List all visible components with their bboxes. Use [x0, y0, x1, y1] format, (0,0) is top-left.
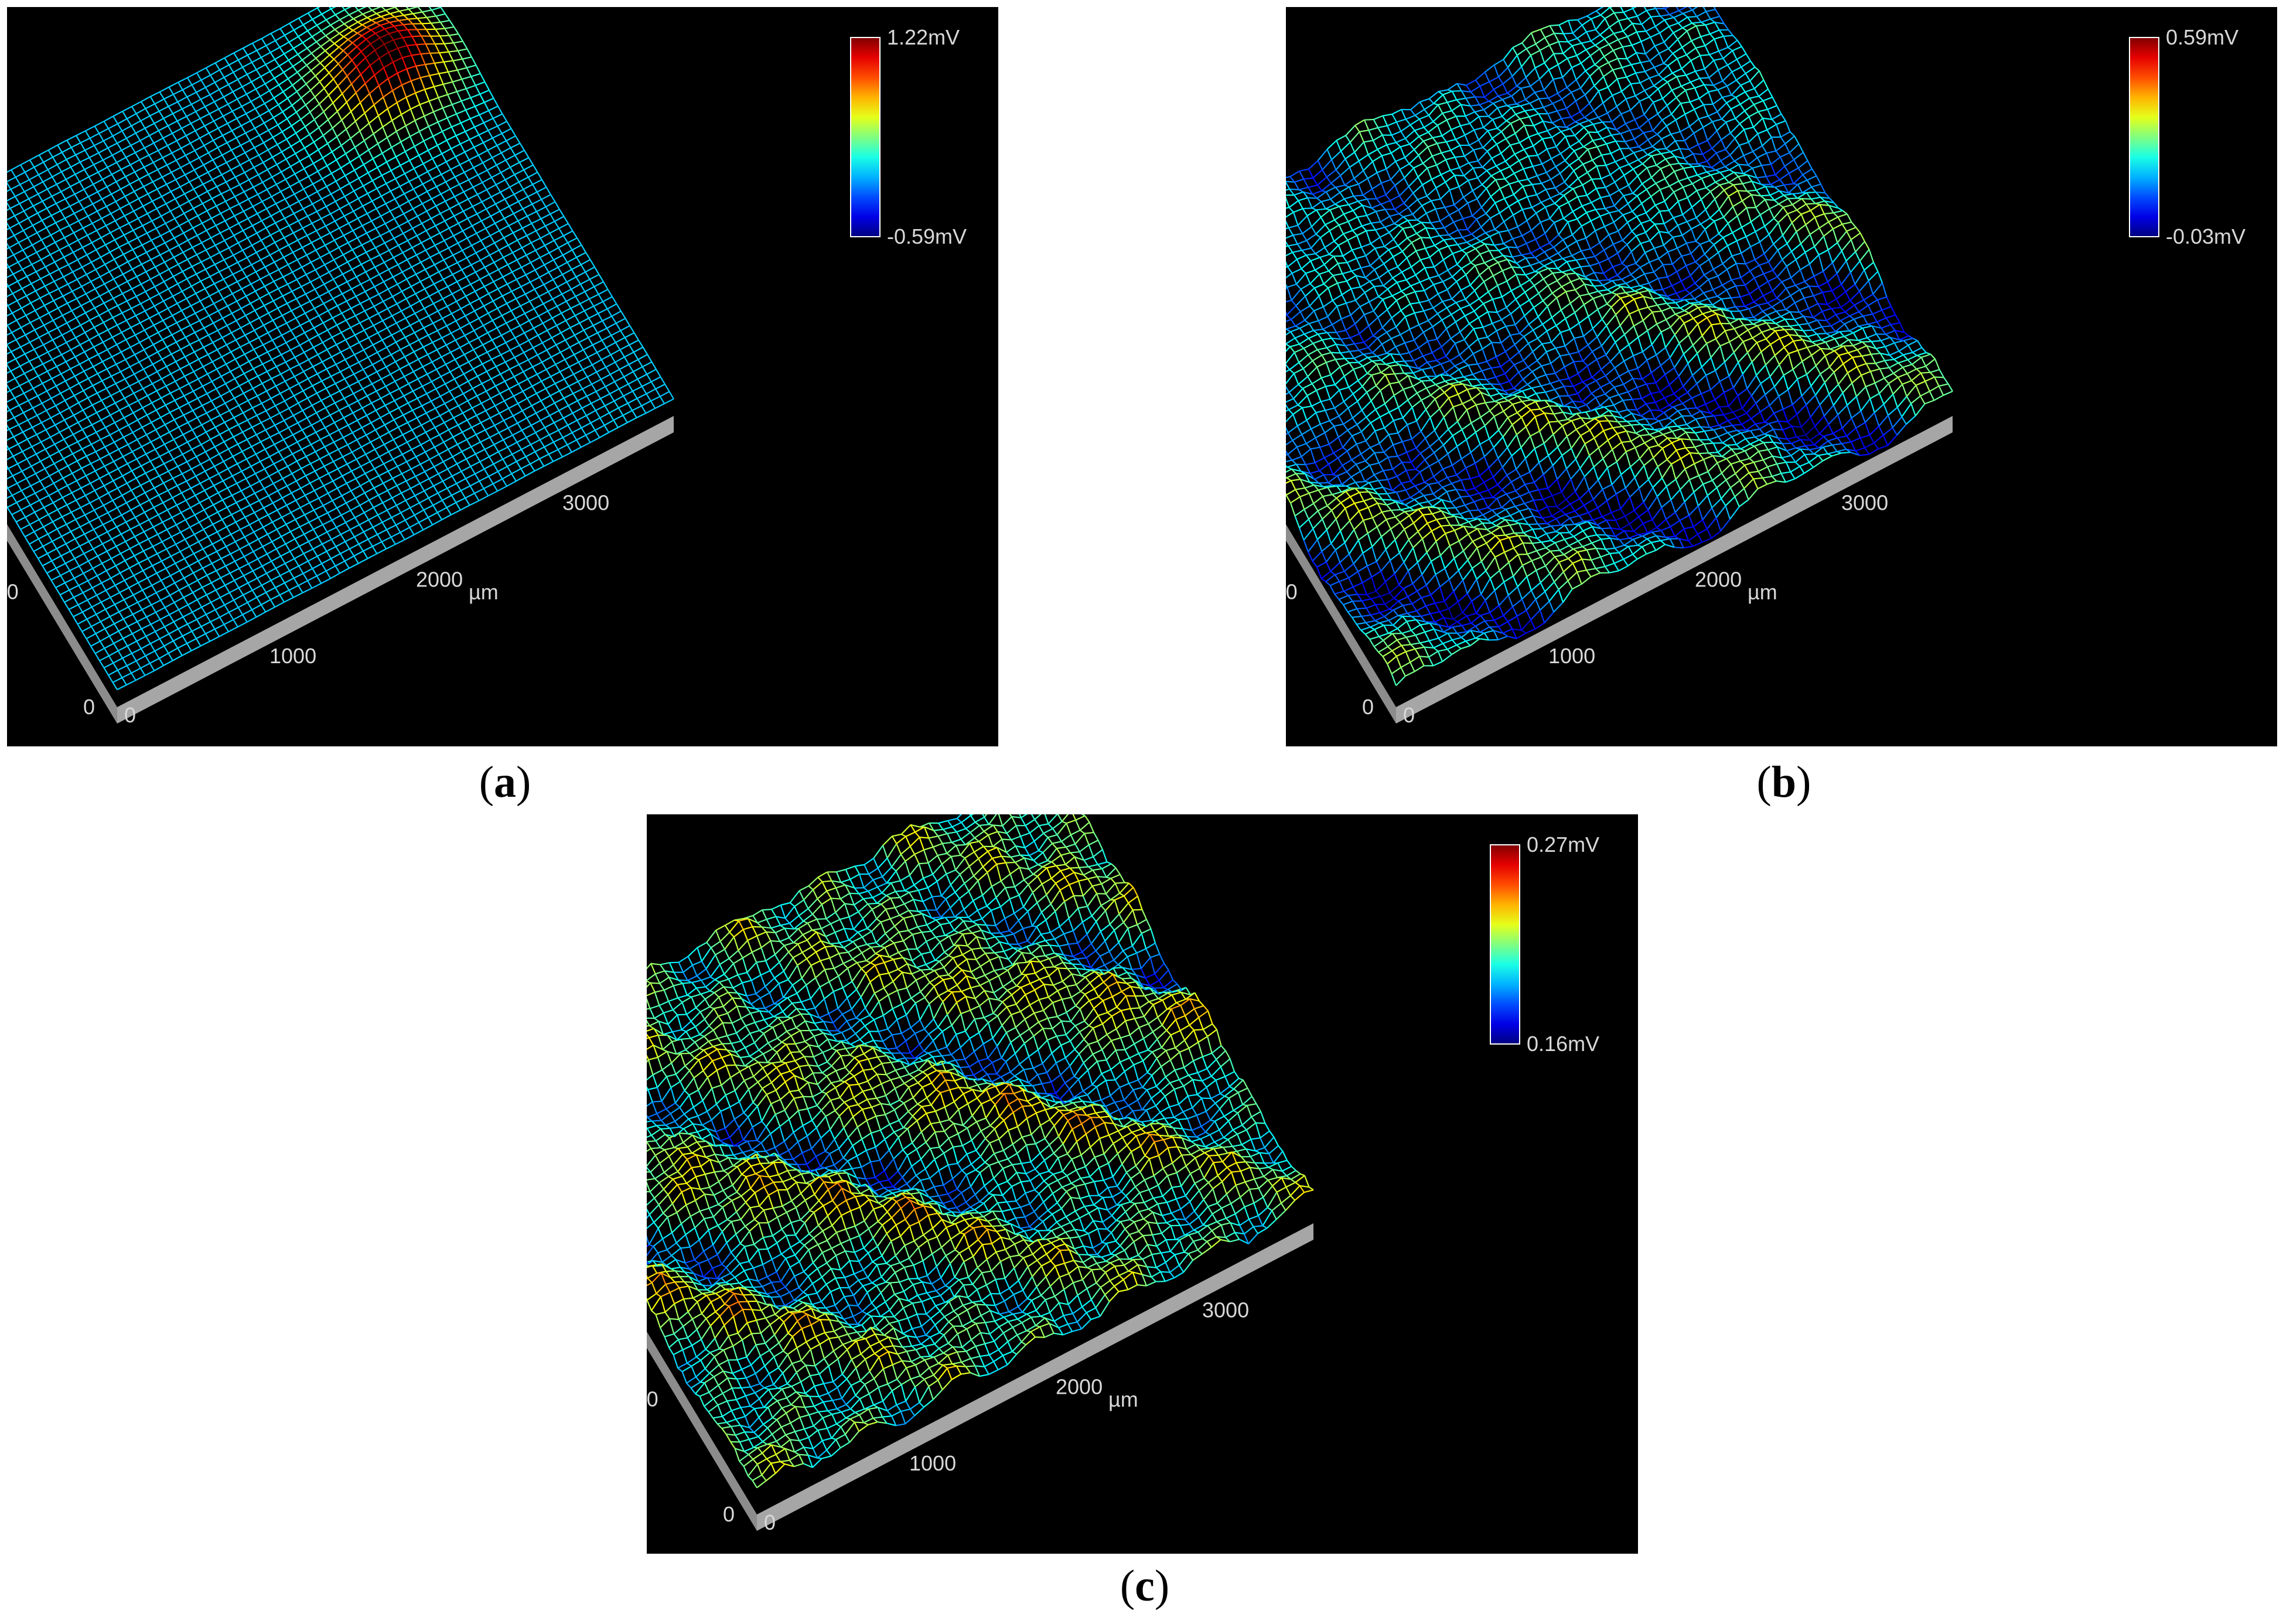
caption-b: (b) — [1696, 757, 1872, 808]
surface-base — [7, 416, 674, 724]
base-front-right — [1396, 416, 1953, 724]
surface-plot-b: 00100010002000200030003000µmµm0.59mV-0.0… — [1286, 7, 2277, 746]
x-tick-label: 3000 — [562, 491, 609, 515]
base-front-right — [757, 1223, 1313, 1531]
axis-labels: 00100010002000200030003000µmµm0.59mV-0.0… — [1286, 491, 1888, 727]
surface-mesh — [7, 7, 674, 691]
x-tick-label: 3000 — [1202, 1298, 1249, 1322]
x-tick-label: 3000 — [1841, 491, 1888, 515]
colorbar: 0.59mV -0.03mV — [2129, 25, 2246, 248]
caption-c-letter: c — [1135, 1561, 1155, 1611]
colorbar: 0.27mV 0.16mV — [1490, 833, 1599, 1056]
surface-mesh — [1286, 7, 1953, 686]
x-tick-label: 1000 — [269, 644, 316, 668]
surface-svg-c: 00100010002000200030003000µmµm0.27mV0.16… — [647, 814, 1599, 1534]
x-tick-label: 1000 — [909, 1451, 956, 1475]
base-front-right — [117, 416, 674, 724]
y-tick-label: 1000 — [1286, 579, 1298, 603]
y-tick-label: 0 — [83, 695, 95, 719]
base-front-left — [1286, 524, 1396, 724]
caption-c: (c) — [1057, 1561, 1233, 1612]
x-tick-label: 0 — [124, 703, 136, 727]
colorbar: 1.22mV -0.59mV — [850, 25, 967, 248]
x-tick-label: 2000 — [1695, 567, 1742, 591]
caption-a: (a) — [417, 757, 593, 808]
surface-mesh — [647, 814, 1314, 1489]
colorbar-max-label: 1.22mV — [887, 25, 960, 49]
x-tick-label: 0 — [1403, 703, 1415, 727]
x-unit-label: µm — [1108, 1387, 1138, 1411]
colorbar-min-label: -0.59mV — [887, 224, 967, 248]
base-front-left — [7, 524, 117, 724]
x-tick-label: 2000 — [416, 567, 463, 591]
colorbar-max-label: 0.27mV — [1527, 833, 1599, 857]
y-tick-label: 1000 — [647, 1387, 658, 1411]
x-unit-label: µm — [1748, 580, 1777, 604]
caption-b-letter: b — [1772, 758, 1796, 807]
x-tick-label: 2000 — [1056, 1374, 1103, 1398]
surface-plot-a: 00100010002000200030003000µmµm1.22mV-0.5… — [7, 7, 998, 746]
surface-svg-b: 00100010002000200030003000µmµm0.59mV-0.0… — [1286, 7, 2246, 727]
colorbar-gradient — [850, 37, 881, 237]
colorbar-min-label: 0.16mV — [1527, 1032, 1599, 1056]
x-tick-label: 1000 — [1548, 644, 1595, 668]
base-front-left — [647, 1331, 757, 1531]
caption-a-letter: a — [494, 758, 516, 807]
colorbar-gradient — [2129, 37, 2159, 237]
axis-labels: 00100010002000200030003000µmµm1.22mV-0.5… — [7, 491, 609, 727]
surface-base — [1286, 416, 1953, 724]
surface-svg-a: 00100010002000200030003000µmµm1.22mV-0.5… — [7, 7, 967, 727]
surface-plot-c: 00100010002000200030003000µmµm0.27mV0.16… — [647, 814, 1638, 1554]
colorbar-min-label: -0.03mV — [2166, 224, 2246, 248]
y-tick-label: 1000 — [7, 579, 19, 603]
colorbar-gradient — [1490, 844, 1520, 1045]
y-tick-label: 0 — [723, 1502, 735, 1526]
y-tick-label: 0 — [1362, 695, 1374, 719]
colorbar-max-label: 0.59mV — [2166, 25, 2238, 49]
x-tick-label: 0 — [764, 1510, 776, 1534]
surface-base — [647, 1223, 1313, 1531]
x-unit-label: µm — [469, 580, 499, 604]
